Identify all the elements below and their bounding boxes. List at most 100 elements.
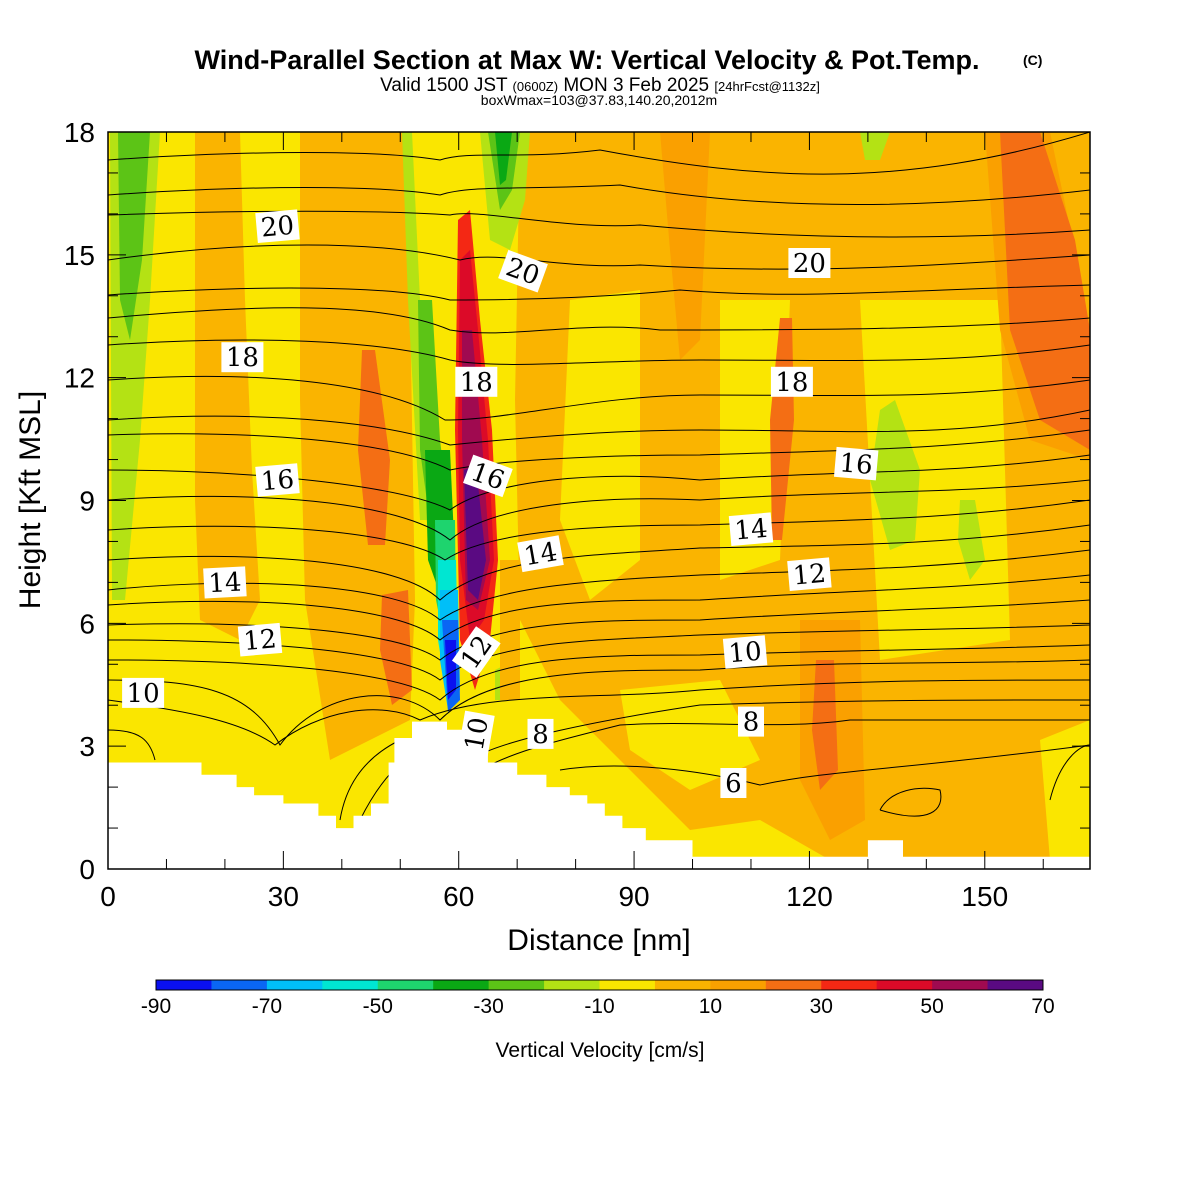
x-tick-label: 150 [961, 881, 1008, 912]
theta-label-text: 6 [725, 769, 742, 799]
theta-label: 18 [770, 366, 813, 398]
colorbar-swatch [932, 980, 989, 990]
theta-label: 10 [122, 677, 165, 709]
theta-line [339, 719, 1090, 821]
colorbar-tick-label: -10 [584, 995, 614, 1018]
valid-utc: (0600Z) [513, 79, 559, 94]
y-tick-label: 0 [79, 854, 95, 885]
theta-line [108, 679, 1090, 746]
theta-label: 16 [255, 463, 300, 498]
y-tick-label: 6 [79, 608, 95, 639]
colorbar: -90 -70 -50 -30 -10 10 30 50 70 [141, 979, 1055, 1018]
vertical-velocity-field [108, 132, 1090, 869]
colorbar-swatch [876, 980, 933, 990]
box-info: boxWmax=103@37.83,140.20,2012m [481, 92, 717, 108]
theta-label-box [122, 677, 165, 708]
chart-subtitle: Valid 1500 JST (0600Z) MON 3 Feb 2025 [2… [380, 75, 820, 96]
theta-label-text: 20 [793, 249, 826, 279]
theta-label-text: 8 [743, 708, 760, 738]
theta-line [108, 210, 1090, 238]
theta-label-box [451, 626, 501, 678]
theta-label-box [833, 446, 879, 481]
field-light-green-e [958, 500, 985, 580]
colorbar-swatch [377, 980, 434, 990]
theta-label-box [787, 557, 832, 591]
chart-title-mark: (C) [1023, 52, 1042, 68]
colorbar-tick-label: -70 [252, 995, 282, 1018]
y-tick-label: 15 [64, 240, 95, 271]
theta-label: 16 [833, 446, 879, 481]
theta-line [879, 787, 942, 817]
colorbar-swatch [544, 980, 600, 990]
theta-line [108, 284, 1090, 301]
theta-label: 18 [221, 342, 264, 373]
colorbar-tick-label: -90 [141, 995, 171, 1018]
y-tick-label: 9 [79, 486, 95, 517]
theta-label-text: 16 [838, 448, 874, 481]
theta-label-box [527, 718, 554, 749]
theta-label: 10 [457, 710, 495, 758]
x-axis: 0 30 60 90 120 150 [100, 132, 1044, 912]
theta-label-box [728, 512, 774, 546]
theta-label-text: 12 [242, 624, 278, 657]
field-red-orange-c [1000, 132, 1090, 450]
field-light-green-d [870, 400, 920, 550]
x-tick-label: 60 [443, 881, 474, 912]
colorbar-tick-label: 50 [920, 995, 943, 1018]
theta-label-text: 12 [792, 559, 828, 592]
theta-label-text: 10 [727, 637, 763, 670]
theta-label-text: 14 [522, 537, 560, 572]
theta-line [108, 307, 1090, 334]
x-tick-label: 120 [786, 881, 833, 912]
theta-line [108, 184, 1090, 205]
valid-forecast: [24hrFcst@1132z] [714, 79, 819, 94]
theta-label-text: 8 [532, 720, 549, 750]
theta-label-box [738, 706, 764, 737]
theta-line [108, 574, 1090, 641]
theta-label: 12 [787, 557, 832, 592]
colorbar-frame [155, 979, 1044, 991]
colorbar-swatch [433, 980, 490, 990]
theta-line [108, 499, 1090, 561]
theta-label-box [788, 248, 831, 278]
colorbar-swatch [987, 980, 1044, 990]
theta-label-box [237, 622, 283, 657]
colorbar-swatch [654, 980, 711, 990]
y-tick-label: 18 [64, 117, 95, 148]
valid-date: MON 3 Feb 2025 [563, 75, 709, 96]
theta-line [108, 644, 1090, 701]
field-green-a [118, 132, 150, 340]
theta-label-box [720, 768, 747, 798]
theta-label: 10 [722, 635, 768, 670]
y-axis-label: Height [Kft MSL] [14, 391, 47, 609]
colorbar-tick-label: -50 [363, 995, 393, 1018]
theta-label-box [770, 366, 813, 397]
theta-label-text: 10 [460, 715, 495, 753]
field-dark-green-b [495, 132, 512, 185]
theta-line [108, 659, 1090, 746]
colorbar-swatch [266, 980, 323, 990]
theta-label: 8 [738, 706, 764, 738]
field-deep-orange-a [660, 132, 710, 360]
theta-label-text: 16 [260, 465, 296, 498]
theta-label-text: 14 [208, 568, 243, 600]
theta-line [108, 699, 1090, 761]
y-tick-label: 12 [64, 363, 95, 394]
theta-label-box [255, 209, 300, 243]
colorbar-swatch [322, 980, 379, 990]
theta-label-text: 18 [775, 368, 808, 398]
colorbar-title: Vertical Velocity [cm/s] [496, 1039, 705, 1062]
theta-line [108, 132, 1090, 175]
colorbar-swatch [488, 980, 545, 990]
colorbar-swatch [765, 980, 822, 990]
theta-label: 18 [455, 366, 498, 398]
theta-label-box [203, 566, 247, 599]
theta-line [1049, 744, 1090, 801]
y-axis: 0 3 6 9 12 15 18 [64, 117, 1090, 885]
chart-title: Wind-Parallel Section at Max W: Vertical… [195, 45, 980, 75]
colorbar-swatch [599, 980, 656, 990]
theta-label: 12 [237, 622, 283, 657]
field-red-orange-b [380, 590, 412, 705]
